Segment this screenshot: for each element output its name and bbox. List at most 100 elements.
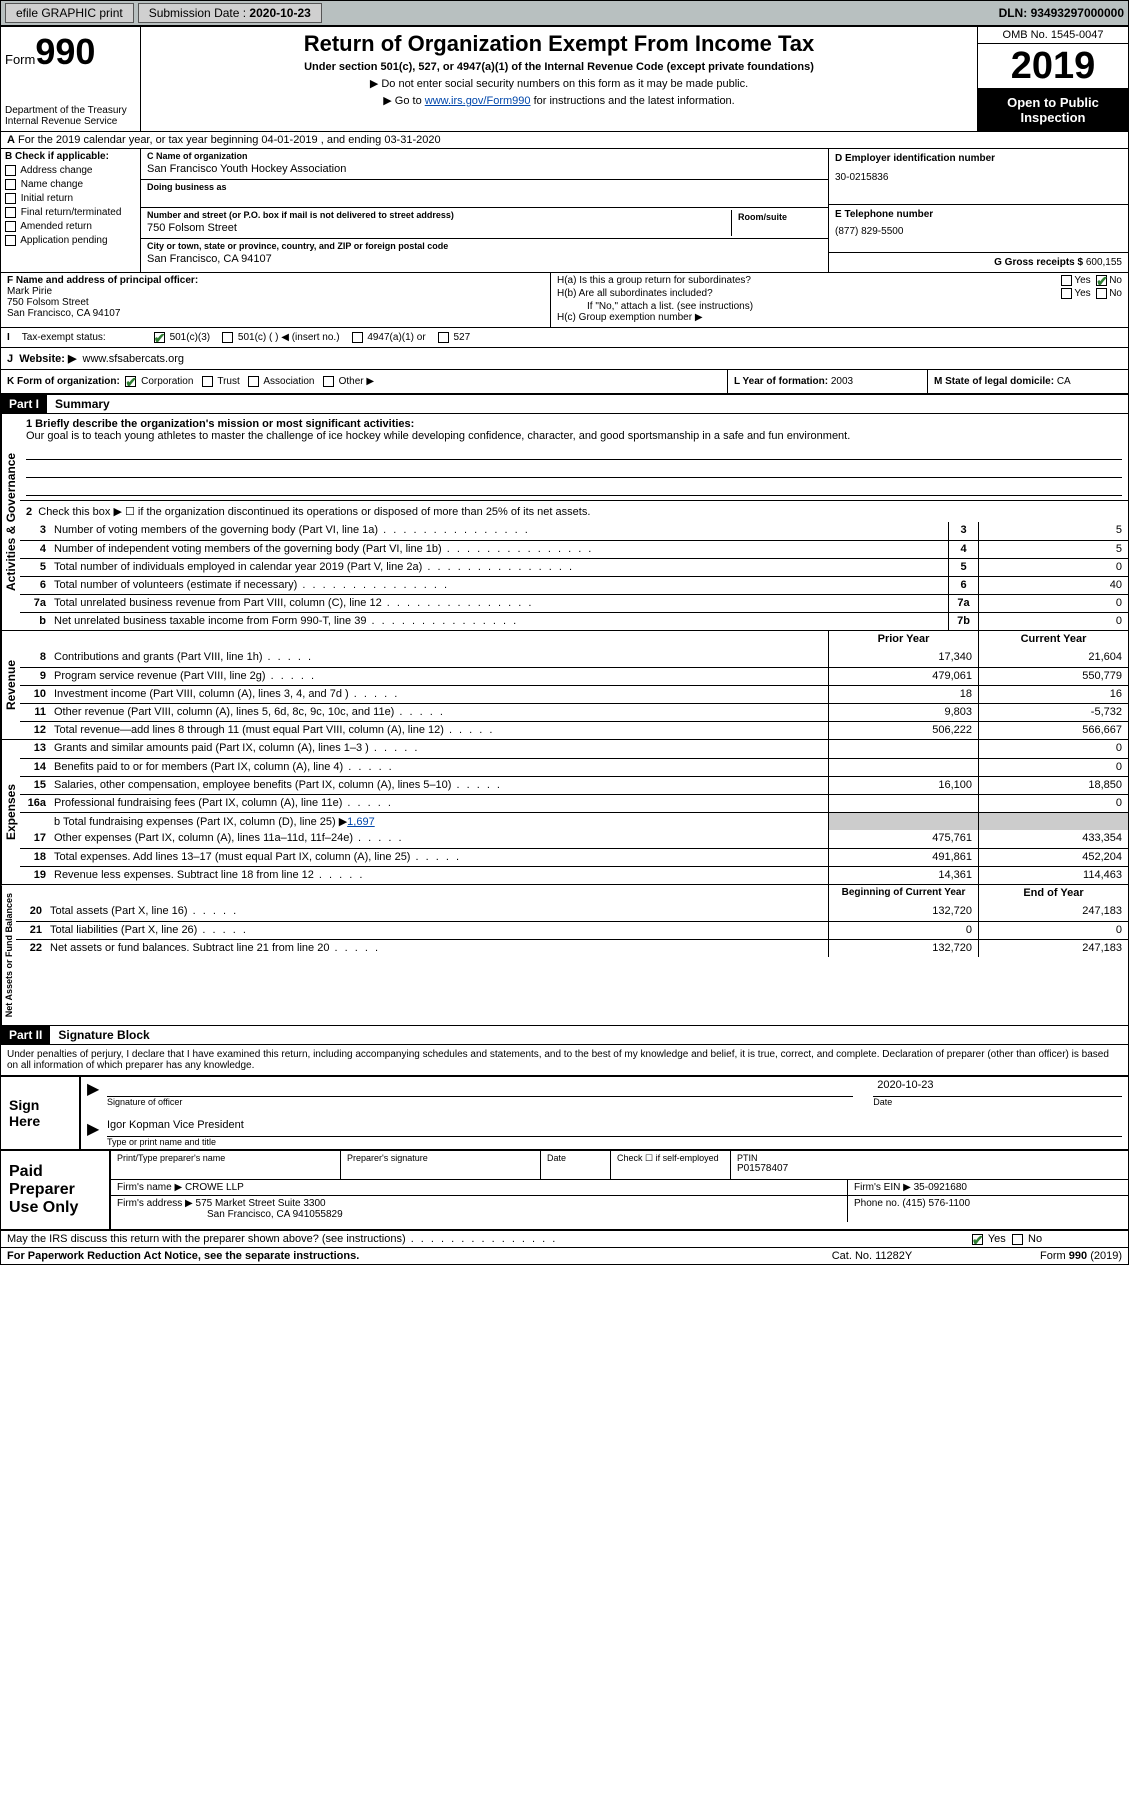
summary-row: 15Salaries, other compensation, employee… xyxy=(20,776,1128,794)
vert-label-exp: Expenses xyxy=(1,740,20,884)
part-1-header: Part I Summary xyxy=(1,395,1128,414)
corp-checkbox[interactable] xyxy=(125,376,136,387)
hb-no-checkbox[interactable] xyxy=(1096,288,1107,299)
form-label: Form xyxy=(5,52,35,67)
firm-addr2: San Francisco, CA 941055829 xyxy=(117,1209,343,1220)
summary-row: 12Total revenue—add lines 8 through 11 (… xyxy=(20,721,1128,739)
self-employed-check[interactable]: Check ☐ if self-employed xyxy=(617,1153,724,1164)
header-left: Form990 Department of the Treasury Inter… xyxy=(1,27,141,131)
fill-line xyxy=(26,464,1122,478)
section-d-e-g: D Employer identification number 30-0215… xyxy=(828,149,1128,272)
501c3-label: 501(c)(3) xyxy=(170,332,211,343)
org-name: San Francisco Youth Hockey Association xyxy=(147,161,822,177)
paid-preparer-label: Paid Preparer Use Only xyxy=(1,1151,111,1229)
prep-row-1: Print/Type preparer's name Preparer's si… xyxy=(111,1151,1128,1180)
summary-row: 17Other expenses (Part IX, column (A), l… xyxy=(20,830,1128,848)
dba-box: Doing business as xyxy=(141,180,828,208)
summary-row: 8Contributions and grants (Part VIII, li… xyxy=(20,649,1128,667)
form-number-990: 990 xyxy=(35,31,95,72)
section-b-to-g: B Check if applicable: Address change Na… xyxy=(1,149,1128,272)
website-label: Website: ▶ xyxy=(19,353,76,365)
discuss-yes: Yes xyxy=(988,1233,1006,1245)
ptin-label: PTIN xyxy=(737,1153,1122,1163)
officer-signature-line[interactable] xyxy=(107,1079,853,1097)
phone-label: E Telephone number xyxy=(835,209,1122,220)
note2-post: for instructions and the latest informat… xyxy=(531,95,735,107)
4947-checkbox[interactable] xyxy=(352,332,363,343)
submission-label: Submission Date : xyxy=(149,6,250,20)
section-b-item[interactable]: Application pending xyxy=(5,234,136,248)
501c-checkbox[interactable] xyxy=(222,332,233,343)
ha-no-checkbox[interactable] xyxy=(1096,275,1107,286)
summary-row: 22Net assets or fund balances. Subtract … xyxy=(16,939,1128,957)
section-b-item[interactable]: Amended return xyxy=(5,220,136,234)
net-assets-section: Net Assets or Fund Balances Beginning of… xyxy=(1,885,1128,1026)
firm-ein-label: Firm's EIN ▶ xyxy=(854,1182,914,1193)
dept2: Internal Revenue Service xyxy=(5,116,136,127)
form-subtitle: Under section 501(c), 527, or 4947(a)(1)… xyxy=(145,61,973,73)
city-box: City or town, state or province, country… xyxy=(141,239,828,269)
irs-link[interactable]: www.irs.gov/Form990 xyxy=(425,95,531,107)
firm-addr-label: Firm's address ▶ xyxy=(117,1198,196,1209)
527-checkbox[interactable] xyxy=(438,332,449,343)
hb-no: No xyxy=(1109,288,1122,299)
website-tag: J xyxy=(7,353,13,365)
discuss-yes-checkbox[interactable] xyxy=(972,1234,983,1245)
other-checkbox[interactable] xyxy=(323,376,334,387)
firm-phone-label: Phone no. xyxy=(854,1198,902,1209)
line1-label: 1 Briefly describe the organization's mi… xyxy=(26,418,414,430)
other-label: Other ▶ xyxy=(339,376,374,387)
hb-yes-checkbox[interactable] xyxy=(1061,288,1072,299)
summary-row: 4Number of independent voting members of… xyxy=(20,540,1128,558)
summary-row: 20Total assets (Part X, line 16)132,7202… xyxy=(16,903,1128,921)
addr-label: Number and street (or P.O. box if mail i… xyxy=(147,210,731,220)
efile-print-button[interactable]: efile GRAPHIC print xyxy=(5,3,134,23)
tax-year: 2019 xyxy=(978,44,1128,89)
line16b-value[interactable]: 1,697 xyxy=(347,816,375,828)
line-k-l-m: K Form of organization: Corporation Trus… xyxy=(1,370,1128,395)
assoc-checkbox[interactable] xyxy=(248,376,259,387)
addr-value: 750 Folsom Street xyxy=(147,220,731,236)
sig-date-value: 2020-10-23 xyxy=(877,1079,933,1091)
line16b-text: b Total fundraising expenses (Part IX, c… xyxy=(54,816,347,828)
address-box: Number and street (or P.O. box if mail i… xyxy=(141,208,828,239)
arrow-icon: ▶ xyxy=(87,1119,107,1147)
part-2-tag: Part II xyxy=(1,1026,50,1044)
dln: DLN: 93493297000000 xyxy=(999,6,1124,20)
m-value: CA xyxy=(1057,376,1071,387)
discuss-text: May the IRS discuss this return with the… xyxy=(7,1233,406,1245)
trust-label: Trust xyxy=(217,376,239,387)
sig-officer-caption: Signature of officer xyxy=(107,1097,853,1107)
vert-label-ag: Activities & Governance xyxy=(1,414,20,630)
summary-row: 6Total number of volunteers (estimate if… xyxy=(20,576,1128,594)
section-c-mid: C Name of organization San Francisco You… xyxy=(141,149,828,272)
section-b-item[interactable]: Final return/terminated xyxy=(5,206,136,220)
part-1-tag: Part I xyxy=(1,395,47,413)
section-b-item[interactable]: Address change xyxy=(5,164,136,178)
topbar: efile GRAPHIC print Submission Date : 20… xyxy=(0,0,1129,26)
assoc-label: Association xyxy=(263,376,314,387)
ein-label: D Employer identification number xyxy=(835,153,1122,164)
paperwork-notice: For Paperwork Reduction Act Notice, see … xyxy=(7,1250,359,1262)
501c3-checkbox[interactable] xyxy=(154,332,165,343)
section-b-item[interactable]: Name change xyxy=(5,178,136,192)
paid-preparer-section: Paid Preparer Use Only Print/Type prepar… xyxy=(1,1149,1128,1231)
activities-governance-section: Activities & Governance 1 Briefly descri… xyxy=(1,414,1128,631)
527-label: 527 xyxy=(453,332,470,343)
summary-row: 3Number of voting members of the governi… xyxy=(20,522,1128,540)
section-g: G Gross receipts $ 600,155 xyxy=(829,253,1128,272)
prior-year-header: Prior Year xyxy=(828,631,978,649)
summary-row: 13Grants and similar amounts paid (Part … xyxy=(20,740,1128,758)
line-l: L Year of formation: 2003 xyxy=(728,370,928,393)
discuss-no-checkbox[interactable] xyxy=(1012,1234,1023,1245)
summary-row: 16aProfessional fundraising fees (Part I… xyxy=(20,794,1128,812)
trust-checkbox[interactable] xyxy=(202,376,213,387)
hb-text: H(b) Are all subordinates included? xyxy=(557,288,1061,299)
submission-date-button[interactable]: Submission Date : 2020-10-23 xyxy=(138,3,322,23)
ha-yes-checkbox[interactable] xyxy=(1061,275,1072,286)
section-b-item[interactable]: Initial return xyxy=(5,192,136,206)
open-inspection: Open to Public Inspection xyxy=(978,89,1128,131)
footer-row: For Paperwork Reduction Act Notice, see … xyxy=(1,1248,1128,1264)
ha-yes: Yes xyxy=(1074,275,1090,286)
l-label: L Year of formation: xyxy=(734,376,831,387)
